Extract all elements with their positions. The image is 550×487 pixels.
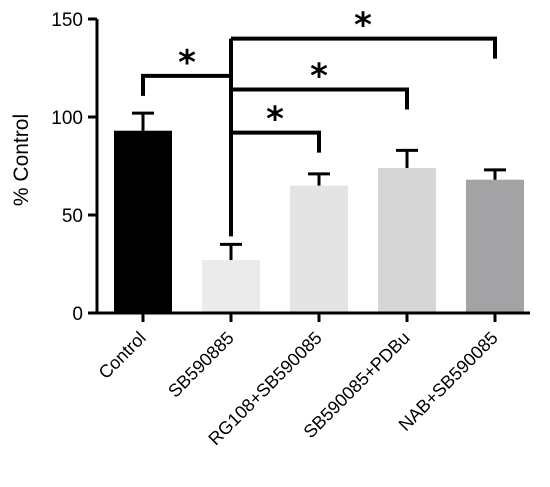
bar — [114, 130, 172, 313]
significance-star: * — [178, 43, 196, 83]
y-tick-label: 50 — [62, 206, 83, 227]
error-bars — [132, 111, 506, 261]
x-tick-label: SB590885 — [164, 328, 238, 402]
significance-star: * — [354, 6, 372, 46]
significance-star: * — [310, 57, 328, 97]
x-tick-label: Control — [95, 328, 150, 383]
y-tick-label: 0 — [72, 304, 83, 325]
significance-star: * — [266, 100, 284, 140]
significance-bracket — [231, 36, 497, 59]
significance-bracket — [231, 130, 321, 153]
bar — [378, 167, 436, 313]
bar — [466, 179, 524, 313]
bars — [114, 130, 524, 313]
y-axis-title: % Control — [10, 114, 33, 206]
significance-brackets: * * * * — [141, 6, 497, 237]
y-axis: 0 50 100 150 — [51, 10, 99, 325]
y-tick-label: 150 — [51, 10, 83, 31]
significance-bracket — [231, 87, 409, 110]
y-tick-label: 100 — [51, 108, 83, 129]
x-axis: Control SB590885RG108+SB590085SB590085+PD… — [95, 311, 530, 449]
bar — [290, 185, 348, 313]
bar — [202, 260, 260, 313]
